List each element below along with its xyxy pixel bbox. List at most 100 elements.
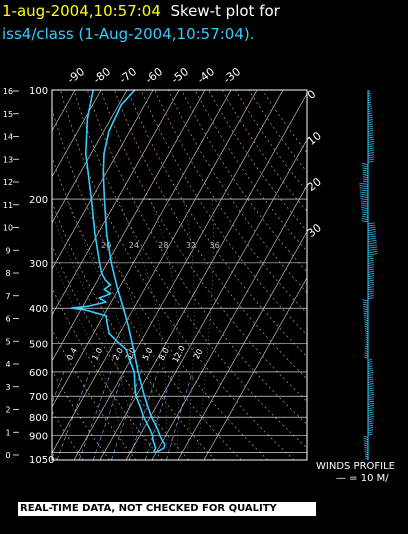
wind-barb <box>367 119 373 121</box>
wind-barb <box>367 141 374 143</box>
dry-adiabat-line <box>52 328 137 460</box>
wind-barb <box>365 330 369 333</box>
dry-adiabat-line <box>52 410 84 460</box>
wind-barb <box>364 323 369 326</box>
wind-barb <box>367 94 371 97</box>
wind-barb <box>367 158 374 161</box>
wind-barb <box>360 202 369 205</box>
wind-barb <box>365 336 369 339</box>
wind-barb <box>362 174 369 176</box>
wind-barb <box>367 369 373 372</box>
dewpoint-line <box>70 90 157 453</box>
wind-barb <box>367 281 375 284</box>
wind-barb <box>367 420 374 423</box>
dry-adiabat-line <box>113 90 307 380</box>
wind-barb <box>361 211 369 214</box>
wind-barb <box>367 127 374 130</box>
wind-barb <box>360 196 369 198</box>
wind-barb <box>367 405 375 407</box>
isotherm-line <box>125 139 307 460</box>
wind-barb <box>367 411 374 414</box>
km-axis-label: 4 <box>5 360 10 369</box>
wind-barb <box>367 387 374 390</box>
dry-adiabat-line <box>208 90 307 232</box>
wind-barb <box>360 198 369 201</box>
dry-adiabat-line <box>262 90 307 154</box>
right-temperature-label: 30 <box>305 221 324 240</box>
wind-barb <box>364 352 369 355</box>
pressure-axis-label: 600 <box>29 368 48 379</box>
wind-barb <box>364 451 369 454</box>
pressure-axis-label: 1050 <box>29 455 54 466</box>
wind-barb <box>365 345 369 348</box>
pressure-axis-label: 100 <box>29 86 48 97</box>
isotherm-line <box>151 185 307 460</box>
wind-barb <box>359 187 369 190</box>
wind-barb <box>362 169 369 172</box>
wind-barb <box>367 248 378 251</box>
wind-barb <box>367 372 374 374</box>
wind-barb <box>361 204 369 207</box>
wind-barb <box>367 237 377 240</box>
wind-barb <box>367 422 374 425</box>
wind-barb <box>367 130 374 132</box>
wind-barb <box>363 308 369 311</box>
wind-barb <box>367 152 375 154</box>
wind-barb <box>367 361 373 363</box>
isotherm-line <box>52 90 180 316</box>
wind-barb <box>367 149 375 152</box>
wind-barb <box>367 112 373 115</box>
dry-adiabat-line <box>87 90 307 425</box>
wind-barb <box>364 325 369 328</box>
wind-barb <box>367 407 375 410</box>
wind-barb <box>367 257 374 260</box>
mixing-ratio-label: 1.0 <box>90 346 104 361</box>
pressure-axis-label: 200 <box>29 195 48 206</box>
wind-barb <box>367 358 373 361</box>
wind-barb <box>359 191 369 194</box>
km-axis-label: 16 <box>3 87 13 96</box>
mixing-ratio-label: 20 <box>192 347 205 360</box>
wind-barb <box>367 105 372 108</box>
wind-barb <box>367 92 371 95</box>
wind-barb <box>362 167 369 170</box>
wind-barb <box>367 292 374 295</box>
top-temperature-label: -40 <box>195 65 217 86</box>
wind-barb <box>367 110 373 113</box>
wind-barb <box>362 178 369 181</box>
wind-barb <box>367 286 374 289</box>
mixing-ratio-line <box>92 371 125 460</box>
isotherm-line <box>99 93 307 460</box>
km-axis-label: 15 <box>3 110 13 119</box>
wind-barb <box>367 255 374 258</box>
wind-barb <box>364 350 369 352</box>
wind-barb <box>367 365 373 368</box>
wind-barb <box>367 413 374 416</box>
wind-barb <box>367 279 375 282</box>
km-axis-label: 2 <box>5 406 10 415</box>
wind-barb <box>367 99 372 102</box>
wind-barb <box>363 306 369 308</box>
dry-adiabat-line <box>194 90 307 252</box>
wind-barb <box>365 332 369 335</box>
wind-barb <box>364 449 369 451</box>
isotherm-line <box>52 90 154 270</box>
top-temperature-label: -80 <box>91 65 113 86</box>
wind-barb <box>367 116 373 119</box>
moist-adiabat-label: 32 <box>186 241 196 250</box>
wind-barb <box>359 182 369 185</box>
wind-barb <box>367 288 374 291</box>
wind-barb <box>362 165 369 168</box>
wind-barb <box>364 354 369 357</box>
km-axis-label: 11 <box>3 201 13 210</box>
wind-barb <box>367 242 377 245</box>
wind-barb <box>367 264 374 267</box>
wind-barb <box>367 409 374 412</box>
top-temperature-label: -90 <box>65 65 87 86</box>
moist-adiabat-label: 24 <box>129 241 139 250</box>
dry-adiabat-line <box>248 90 307 173</box>
wind-barb <box>367 156 375 159</box>
pressure-axis-label: 400 <box>29 304 48 315</box>
km-axis-label: 3 <box>5 383 10 392</box>
